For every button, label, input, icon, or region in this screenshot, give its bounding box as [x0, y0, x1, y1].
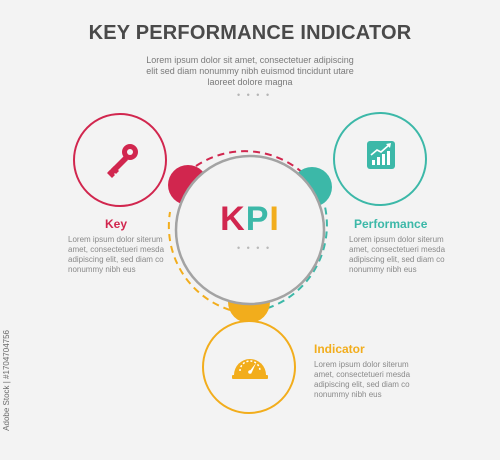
- subtitle-line: Lorem ipsum dolor sit amet, consectetuer…: [146, 55, 354, 65]
- orbit-arc-red: [195, 150, 305, 175]
- performance-label: Performance: [354, 217, 428, 231]
- subtitle-line: laoreet dolore magna: [207, 77, 293, 87]
- subtitle-line: elit sed diam nonummy nibh euismod tinci…: [146, 66, 354, 76]
- page-title: KEY PERFORMANCE INDICATOR: [88, 22, 412, 44]
- kpi-letter-p: P: [245, 200, 270, 238]
- orbit-arc-yellow: [167, 211, 231, 311]
- kpi-dots: • • • •: [237, 243, 272, 253]
- header-dots: • • • •: [237, 90, 272, 100]
- kpi-letter-k: K: [220, 200, 246, 238]
- indicator-description: Lorem ipsum dolor siterum amet, consecte…: [314, 360, 411, 399]
- performance-description: Lorem ipsum dolor siterum amet, consecte…: [349, 235, 446, 274]
- kpi-title: KPI: [200, 200, 300, 239]
- kpi-letter-i: I: [269, 200, 280, 238]
- key-icon: [107, 144, 138, 178]
- indicator-label: Indicator: [314, 342, 365, 356]
- page-subtitle: Lorem ipsum dolor sit amet, consectetuer…: [130, 55, 370, 88]
- key-description: Lorem ipsum dolor siterum amet, consecte…: [68, 235, 165, 274]
- gauge-icon: [232, 359, 268, 379]
- stock-watermark: Adobe Stock | #1704704756: [2, 330, 11, 431]
- orbit-ring: [167, 150, 328, 313]
- center-circle: [174, 154, 326, 306]
- growth-chart-icon: [367, 141, 395, 169]
- orbit-arc-teal: [251, 195, 328, 313]
- key-label: Key: [105, 217, 128, 231]
